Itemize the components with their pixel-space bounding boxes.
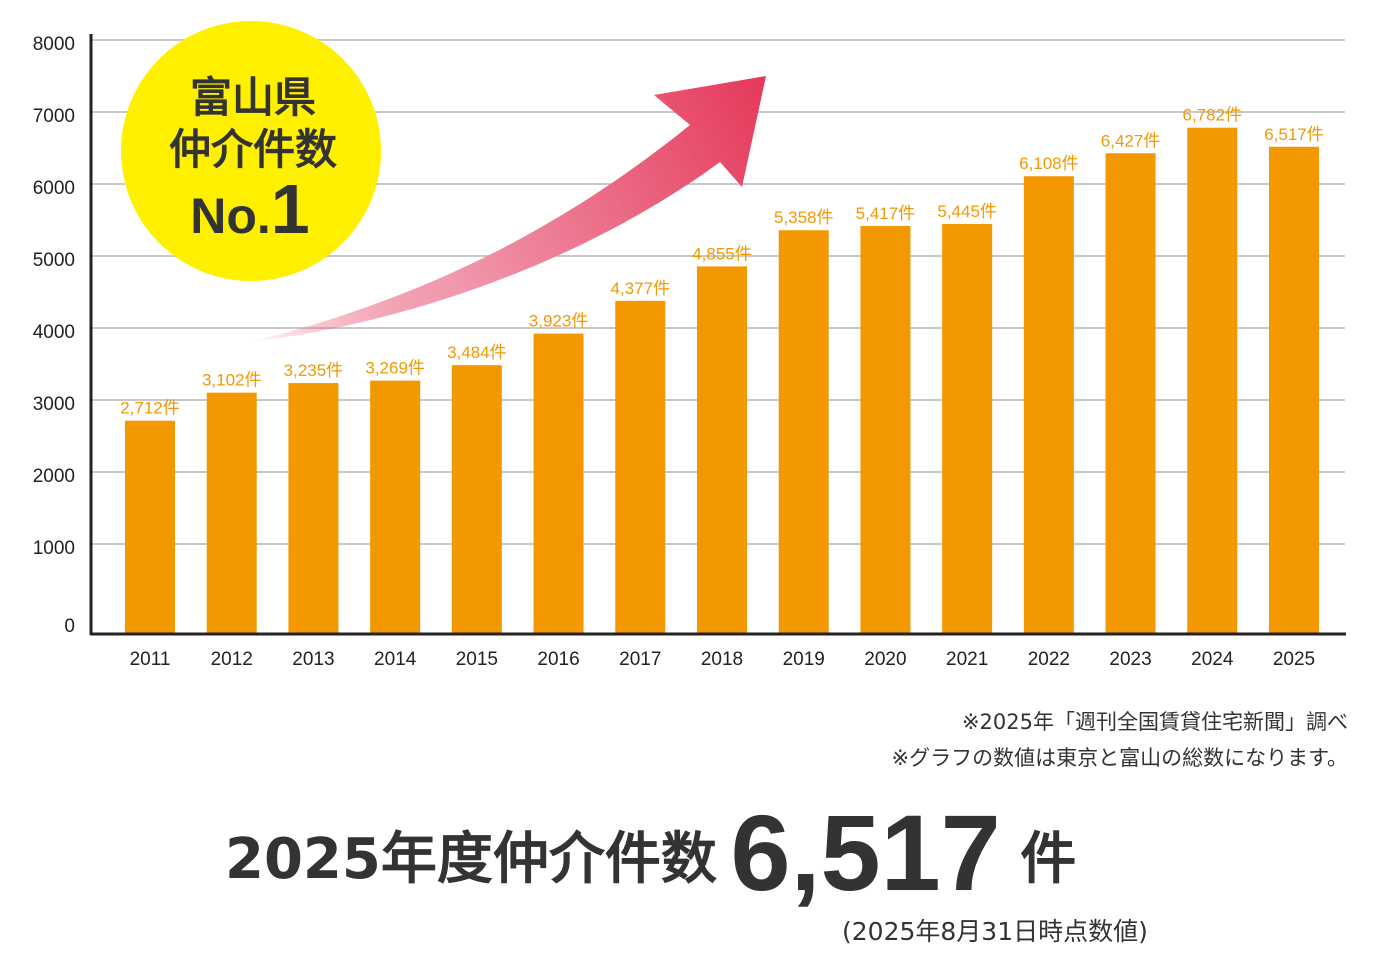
badge-num: 1: [271, 170, 310, 248]
x-tick-label: 2018: [701, 649, 743, 670]
x-tick-label: 2016: [537, 649, 579, 670]
bar-chart: 富山県 仲介件数 No.1 0 1000 2000 3000 4000 5000 6000 7…: [33, 21, 1346, 670]
x-tick-label: 2013: [292, 649, 334, 670]
data-label: 2,712件: [120, 399, 180, 418]
y-tick-label: 1000: [33, 538, 75, 559]
summary-value: 6,517: [730, 792, 1001, 913]
summary-date-note: (2025年8月31日時点数値): [842, 917, 1148, 946]
data-label: 5,445件: [937, 202, 997, 221]
scope-note: ※グラフの数値は東京と富山の総数になります。: [891, 746, 1349, 770]
bar-2025: [1269, 146, 1319, 633]
x-tick-label: 2021: [946, 649, 988, 670]
bar-2011: [125, 420, 175, 633]
svg-text:No.1: No.1: [190, 170, 309, 248]
y-tick-label: 6000: [33, 178, 75, 199]
bar-2012: [206, 392, 257, 633]
y-tick-label: 3000: [33, 394, 75, 415]
badge-no: No.: [190, 188, 271, 244]
summary-unit: 件: [1020, 827, 1077, 892]
bar-2013: [288, 383, 339, 633]
data-label: 3,923件: [529, 312, 589, 331]
data-label: 4,855件: [692, 244, 752, 263]
data-label: 4,377件: [611, 279, 671, 298]
summary: 2025年度仲介件数 6,517 件: [225, 790, 1076, 915]
badge-line2: 仲介件数: [169, 125, 337, 174]
x-tick-label: 2024: [1191, 649, 1234, 670]
x-tick-label: 2020: [864, 649, 906, 670]
x-tick-label: 2012: [211, 649, 253, 670]
y-tick-label: 7000: [33, 106, 75, 127]
x-tick-label: 2023: [1109, 649, 1151, 670]
x-tick-label: 2015: [456, 649, 498, 670]
data-label: 5,358件: [774, 208, 834, 227]
data-label: 3,484件: [447, 343, 507, 362]
bar-2024: [1187, 127, 1238, 634]
data-label: 6,427件: [1101, 131, 1161, 150]
data-label: 6,782件: [1183, 106, 1243, 125]
x-tick-label: 2019: [783, 649, 825, 670]
y-tick-label: 2000: [33, 466, 75, 487]
y-tick-label: 0: [64, 616, 75, 637]
data-label: 6,517件: [1264, 125, 1324, 144]
bar-2017: [615, 300, 666, 633]
y-tick-label: 5000: [33, 250, 75, 271]
growth-arrow: [250, 76, 766, 342]
summary-label: 2025年度仲介件数: [225, 827, 717, 892]
data-label: 5,417件: [856, 204, 916, 223]
x-tick-label: 2014: [374, 649, 417, 670]
data-label: 3,235件: [284, 361, 344, 380]
bar-2014: [370, 380, 421, 633]
y-tick-label: 4000: [33, 322, 75, 343]
no1-badge: 富山県 仲介件数 No.1: [121, 21, 381, 281]
data-label: 6,108件: [1019, 154, 1079, 173]
bar-2016: [533, 333, 584, 633]
bar-2022: [1023, 176, 1074, 633]
bar-2023: [1105, 153, 1156, 634]
source-note: ※2025年「週刊全国賃貸住宅新聞」調べ: [961, 710, 1348, 734]
data-label: 3,102件: [202, 371, 262, 390]
bar-2015: [451, 365, 502, 633]
bar-2020: [860, 225, 911, 633]
badge-line1: 富山県: [190, 73, 316, 122]
bar-2021: [942, 223, 993, 633]
data-label: 3,269件: [365, 359, 425, 378]
y-tick-label: 8000: [33, 34, 75, 55]
bar-2019: [778, 230, 829, 633]
x-tick-label: 2017: [619, 649, 661, 670]
x-tick-label: 2011: [130, 649, 171, 670]
bar-2018: [697, 266, 747, 633]
x-tick-label: 2025: [1273, 649, 1315, 670]
x-tick-label: 2022: [1028, 649, 1070, 670]
